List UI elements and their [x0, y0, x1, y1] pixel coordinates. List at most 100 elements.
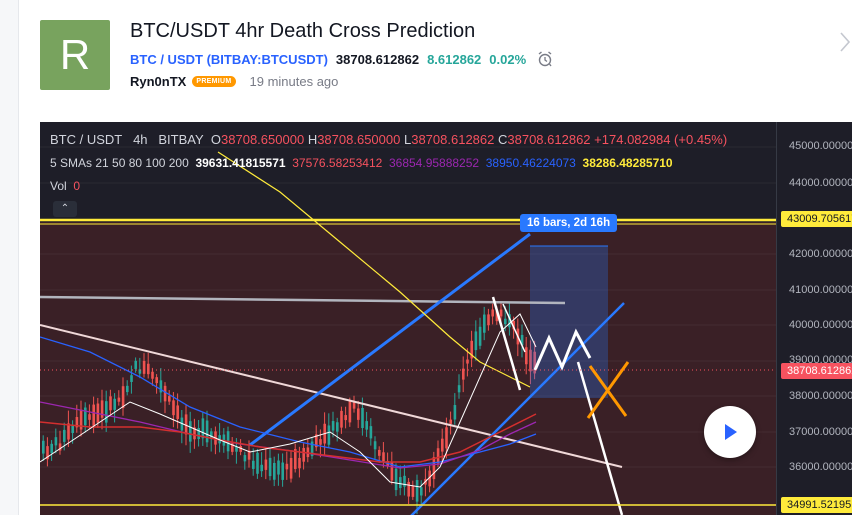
- candle-body: [281, 462, 284, 480]
- candle-body: [432, 457, 436, 480]
- projection-drop-2: [502, 303, 526, 353]
- legend-collapse-button[interactable]: ⌃: [53, 201, 77, 217]
- candle-body: [75, 417, 79, 428]
- candle-body: [508, 314, 511, 328]
- price-change-percent: 0.02%: [489, 51, 527, 67]
- sma-legend[interactable]: 5 SMAs 21 50 80 100 200 39631.41815571 3…: [50, 156, 673, 170]
- symbol-exchange: (BITBAY:BTCUSDT): [206, 51, 328, 67]
- axis-tick: 36000.000000: [789, 461, 852, 473]
- candle-body: [273, 462, 276, 480]
- sma-200-value: 38286.48285710: [582, 156, 673, 170]
- candle-body: [336, 422, 339, 432]
- candle-body: [449, 419, 452, 424]
- sma-80-value: 36854.95888252: [388, 156, 480, 170]
- chart-canvas: [40, 122, 776, 515]
- candle-body: [189, 421, 192, 442]
- candle-body: [50, 443, 53, 453]
- candle-body: [462, 368, 465, 380]
- price-chart[interactable]: BTC / USDT 4h BITBAY O38708.650000 H3870…: [40, 122, 852, 515]
- resistance-line: [40, 295, 566, 305]
- legend-interval[interactable]: 4h: [133, 132, 148, 147]
- legend-h-label: H: [307, 132, 318, 147]
- premium-badge: PREMIUM: [192, 76, 236, 87]
- author-name[interactable]: Ryn0nTX: [130, 74, 187, 89]
- candle-body: [495, 311, 499, 322]
- alarm-clock-icon[interactable]: [536, 50, 554, 68]
- chart-top-area: [40, 122, 776, 222]
- axis-tick: 44000.000000: [789, 177, 852, 189]
- candle-body: [520, 334, 524, 346]
- candle-body: [159, 380, 163, 393]
- symbol-pair: BTC / USDT: [130, 51, 203, 67]
- channel-lower-line: [410, 302, 625, 515]
- play-icon: [725, 424, 737, 440]
- candle-body: [382, 452, 385, 462]
- candle-body: [415, 480, 419, 502]
- idea-title[interactable]: BTC/USDT 4hr Death Cross Prediction: [130, 20, 476, 42]
- candle-body: [327, 425, 331, 445]
- legend-exchange: BITBAY: [158, 132, 204, 147]
- candle-body: [407, 481, 410, 497]
- legend-c-label: C: [498, 132, 508, 147]
- candle-body: [138, 369, 142, 374]
- candle-body: [525, 347, 528, 365]
- candle-body: [176, 405, 179, 419]
- candle-body: [113, 398, 116, 410]
- candle-body: [390, 462, 394, 481]
- candle-body: [210, 431, 213, 439]
- candle-body: [491, 309, 494, 317]
- candle-body: [79, 409, 83, 430]
- symbol-row: BTC / USDT (BITBAY:BTCUSDT) 38708.612862…: [130, 50, 554, 68]
- candle-body: [268, 457, 272, 477]
- candle-body: [105, 401, 108, 423]
- candle-body: [100, 400, 104, 418]
- legend-h-value: 38708.650000: [317, 132, 401, 147]
- published-time: 19 minutes ago: [249, 74, 339, 89]
- candle-body: [134, 360, 137, 369]
- candle-body: [67, 423, 70, 440]
- axis-tick: 41000.000000: [789, 284, 852, 296]
- legend-change: +174.082984 (+0.45%): [594, 132, 728, 147]
- candle-body: [302, 447, 305, 462]
- candle-body: [289, 457, 293, 479]
- axis-tag-resistance: 43009.705617: [781, 211, 852, 227]
- candle-body: [285, 463, 289, 470]
- candle-body: [533, 351, 536, 374]
- candles: [42, 302, 536, 515]
- chevron-right-icon[interactable]: [838, 30, 852, 54]
- candle-body: [243, 455, 247, 462]
- candle-body: [277, 460, 280, 475]
- candle-body: [529, 349, 532, 372]
- candle-body: [457, 385, 461, 393]
- sma-label: 5 SMAs 21 50 80 100 200: [50, 156, 189, 170]
- candle-body: [54, 437, 58, 446]
- price-axis[interactable]: 45000.000000 44000.000000 43009.705617 4…: [776, 122, 852, 515]
- volume-legend[interactable]: Vol 0: [50, 179, 80, 193]
- candle-body: [63, 429, 66, 442]
- candle-body: [399, 477, 402, 489]
- candle-body: [92, 404, 95, 426]
- projection-drop-1: [491, 296, 522, 391]
- candle-body: [264, 459, 268, 470]
- sma-21-line: [40, 313, 537, 488]
- axis-tag-current-price: 38708.612862: [781, 363, 852, 379]
- candle-body: [231, 443, 234, 452]
- price-change: 8.612862: [427, 51, 482, 67]
- candle-body: [155, 377, 158, 384]
- candle-body: [205, 420, 209, 443]
- legend-ticker[interactable]: BTC / USDT: [50, 132, 123, 147]
- candle-body: [470, 340, 473, 359]
- play-button[interactable]: [704, 406, 756, 458]
- sma-50-value: 37576.58253412: [292, 156, 383, 170]
- vol-value: 0: [73, 179, 81, 193]
- axis-tick: 37000.000000: [789, 426, 852, 438]
- symbol-link[interactable]: BTC / USDT (BITBAY:BTCUSDT): [130, 52, 328, 67]
- candle-body: [126, 385, 129, 393]
- candle-body: [147, 363, 150, 375]
- sma-21-value: 39631.41815571: [195, 156, 286, 170]
- candle-body: [42, 440, 45, 454]
- candle-body: [197, 428, 200, 440]
- candle-body: [453, 405, 457, 420]
- idea-header: R BTC/USDT 4hr Death Cross Prediction BT…: [40, 0, 852, 110]
- avatar[interactable]: R: [40, 20, 110, 90]
